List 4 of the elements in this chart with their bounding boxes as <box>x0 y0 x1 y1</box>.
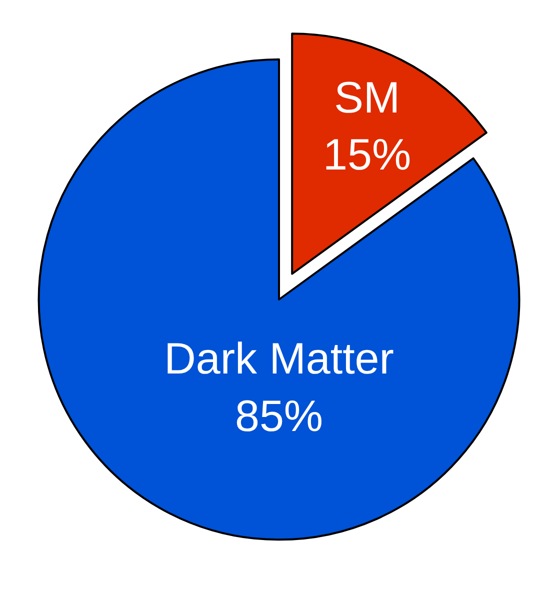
data-label: 15% <box>323 130 412 180</box>
data-label: 85% <box>234 392 324 441</box>
slice-label: Dark Matter <box>164 334 394 384</box>
slice-label: SM <box>334 74 400 123</box>
